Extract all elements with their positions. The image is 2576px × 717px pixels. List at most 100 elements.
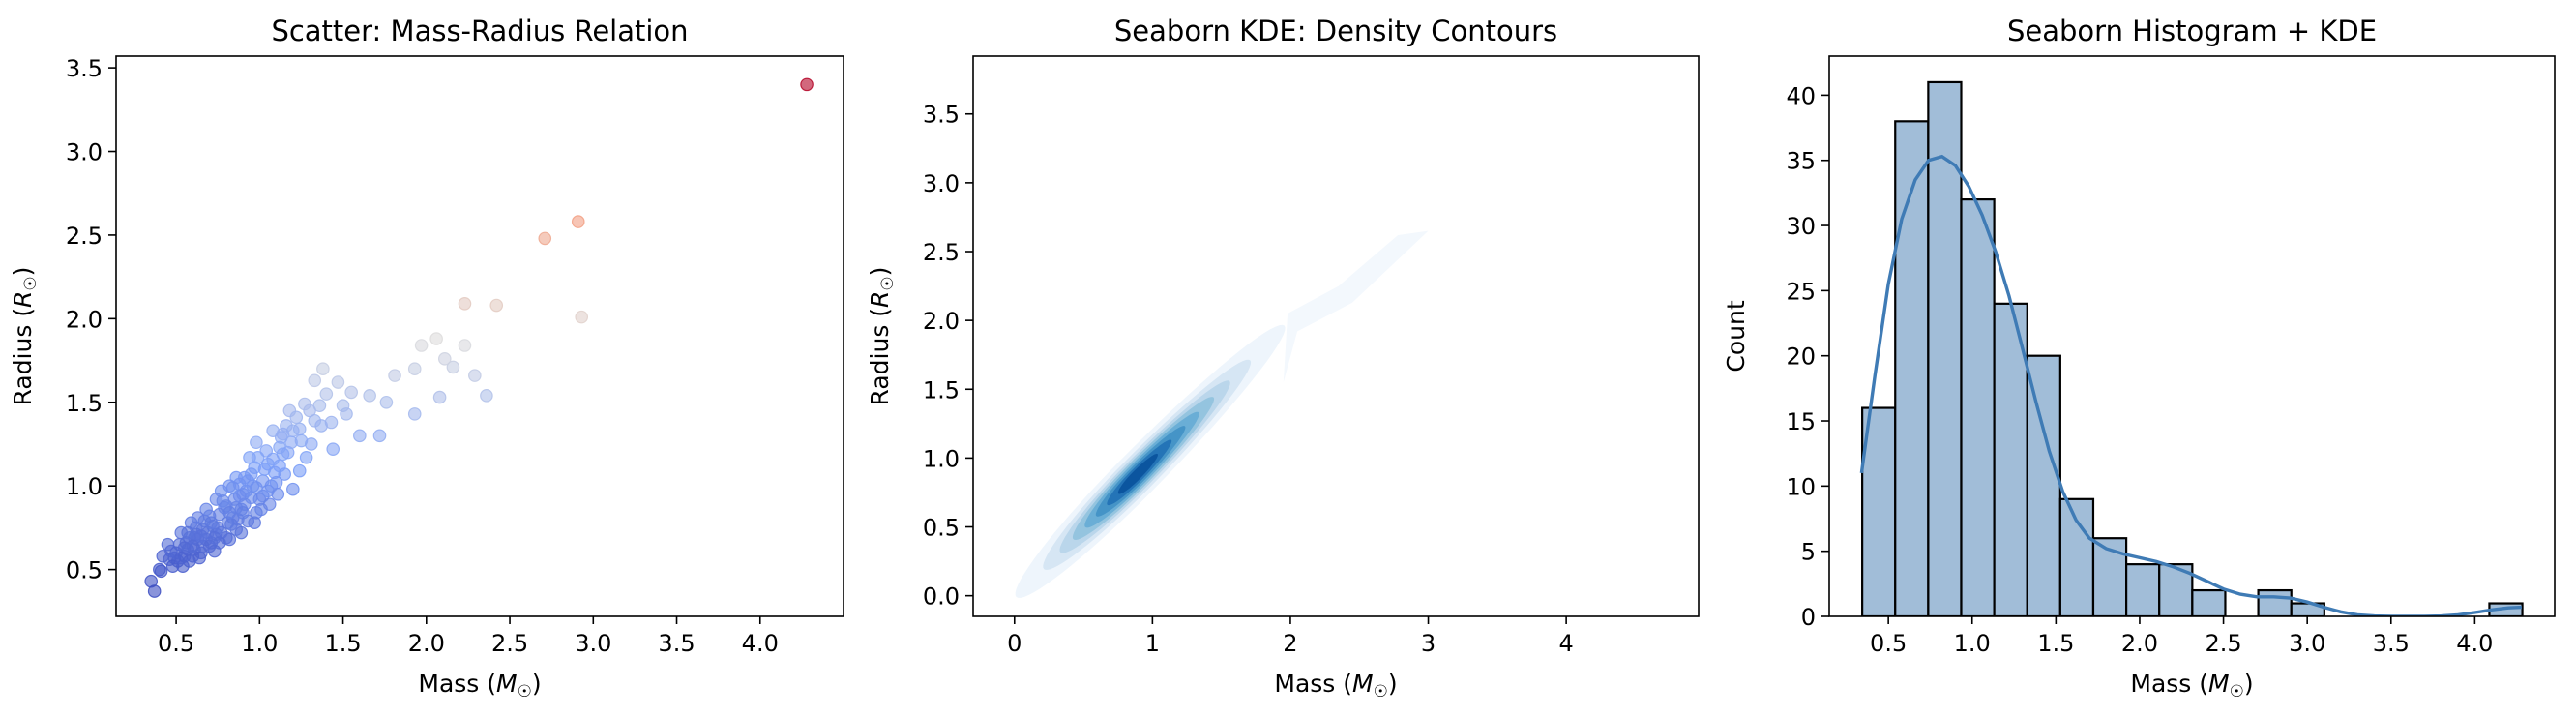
scatter-point [575, 310, 589, 324]
chart-title: Seaborn KDE: Density Contours [1114, 15, 1557, 47]
y-axis-label: Radius (R☉) [9, 267, 41, 406]
plot-area [1015, 230, 1429, 598]
scatter-point [284, 435, 298, 450]
scatter-point [538, 231, 552, 246]
x-tick-label: 4.0 [742, 630, 779, 657]
y-tick-label: 2.0 [923, 308, 960, 335]
x-tick-label: 3.5 [2373, 630, 2410, 657]
scatter-point [414, 339, 429, 352]
scatter-point [800, 77, 814, 92]
scatter-point [458, 339, 472, 352]
scatter-point [292, 463, 307, 478]
y-tick-label: 3.0 [66, 139, 103, 166]
y-tick-label: 30 [1786, 213, 1816, 240]
scatter-point [340, 407, 353, 421]
x-tick-label: 1.5 [324, 630, 361, 657]
x-tick-label: 0.5 [1870, 630, 1907, 657]
scatter-point [248, 516, 261, 530]
y-tick-label: 0.0 [923, 583, 960, 611]
y-tick-label: 0.5 [66, 557, 103, 584]
x-tick-label: 2.5 [491, 630, 528, 657]
plot-area [144, 77, 814, 598]
scatter-point [363, 389, 376, 403]
scatter-point [154, 564, 168, 579]
y-tick-label: 3.5 [66, 55, 103, 82]
x-tick-label: 3.5 [658, 630, 695, 657]
scatter-point [446, 360, 460, 374]
x-tick-label: 3 [1421, 630, 1436, 657]
x-axis-label: Mass (M☉) [1274, 670, 1397, 702]
axes-frame [1828, 55, 2556, 617]
histogram-bar [1960, 198, 1996, 616]
scatter-point [353, 429, 367, 443]
scatter-point [276, 427, 290, 441]
scatter-point [326, 442, 341, 456]
chart-title: Seaborn Histogram + KDE [2007, 15, 2377, 47]
scatter-point [216, 493, 230, 508]
scatter-point [204, 516, 219, 530]
scatter-point [407, 362, 422, 376]
scatter-point [164, 544, 178, 558]
x-tick-label: 3.0 [575, 630, 611, 657]
scatter-point [286, 482, 300, 496]
y-tick-label: 1.5 [66, 390, 103, 417]
kde-tail [1283, 230, 1429, 383]
x-tick-label: 1 [1145, 630, 1160, 657]
scatter-point [298, 397, 311, 411]
scatter-point [458, 296, 472, 311]
histogram-bar [2058, 497, 2095, 616]
histogram-bar [1861, 406, 1897, 616]
scatter-point [289, 410, 304, 425]
panel-2: 0 1 2 3 4 0.0 0.5 1.0 1.5 2.0 2.5 3.0 3.5 Seaborn KDE… [866, 15, 1700, 702]
axes-frame [972, 55, 1700, 617]
scatter-point [165, 559, 180, 573]
x-tick-label: 0.5 [158, 630, 194, 657]
scatter-point [316, 362, 330, 376]
y-tick-label: 2.5 [66, 223, 103, 250]
scatter-point [207, 530, 222, 545]
scatter-point [186, 539, 200, 553]
scatter-point [234, 525, 249, 540]
scatter-point [224, 518, 238, 531]
x-tick-label: 1.5 [2037, 630, 2074, 657]
scatter-point [331, 375, 345, 389]
x-tick-label: 4.0 [2456, 630, 2493, 657]
scatter-point [571, 215, 585, 228]
x-tick-label: 2 [1283, 630, 1297, 657]
x-tick-label: 3.0 [2289, 630, 2325, 657]
scatter-point [379, 395, 394, 409]
scatter-point [271, 488, 285, 501]
scatter-point [480, 389, 493, 403]
y-tick-label: 15 [1786, 408, 1816, 435]
x-tick-label: 4 [1558, 630, 1573, 657]
y-tick-label: 2.0 [66, 306, 103, 333]
scatter-point [372, 429, 387, 443]
y-axis-label: Radius (R☉) [866, 267, 898, 406]
x-tick-label: 2.0 [408, 630, 445, 657]
scatter-point [299, 451, 313, 464]
y-tick-label: 1.5 [923, 376, 960, 403]
scatter-point [147, 584, 162, 598]
plot-area [1859, 80, 2524, 616]
scatter-point [174, 551, 189, 565]
scatter-point [407, 407, 422, 421]
histogram-bar [2191, 588, 2227, 616]
scatter-point [222, 506, 237, 520]
scatter-point [225, 481, 240, 494]
scatter-point [319, 387, 334, 401]
scatter-point [312, 399, 327, 413]
scatter-point [199, 502, 213, 517]
x-tick-label: 1.0 [1954, 630, 1991, 657]
y-tick-label: 40 [1786, 82, 1816, 109]
x-axis-label: Mass (M☉) [418, 670, 541, 702]
scatter-point [257, 463, 272, 476]
y-tick-label: 5 [1801, 539, 1816, 566]
y-tick-label: 25 [1786, 278, 1816, 305]
chart-title: Scatter: Mass-Radius Relation [271, 15, 688, 47]
scatter-point [266, 452, 280, 466]
scatter-point [251, 451, 265, 464]
histogram-bar [2257, 588, 2293, 616]
y-tick-label: 10 [1786, 473, 1816, 500]
y-axis-label: Count [1722, 300, 1750, 372]
